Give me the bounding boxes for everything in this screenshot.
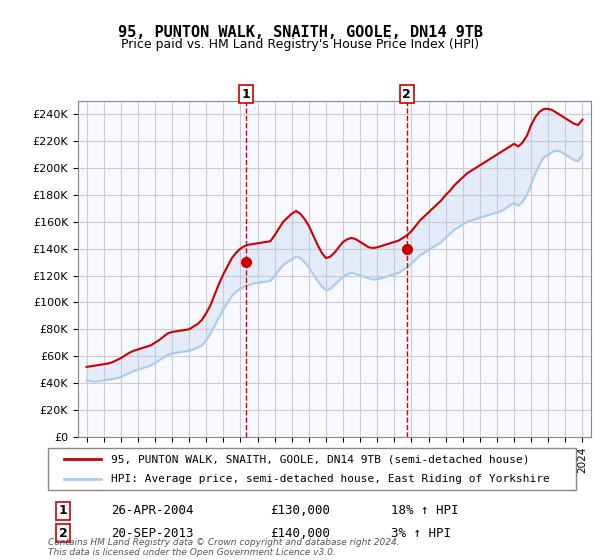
Text: 26-APR-2004: 26-APR-2004 <box>112 504 194 517</box>
Text: £130,000: £130,000 <box>270 504 330 517</box>
Text: 2: 2 <box>402 88 411 101</box>
Text: Contains HM Land Registry data © Crown copyright and database right 2024.
This d: Contains HM Land Registry data © Crown c… <box>48 538 400 557</box>
Text: £140,000: £140,000 <box>270 526 330 540</box>
Text: 3% ↑ HPI: 3% ↑ HPI <box>391 526 451 540</box>
Text: 1: 1 <box>59 504 67 517</box>
Text: 95, PUNTON WALK, SNAITH, GOOLE, DN14 9TB (semi-detached house): 95, PUNTON WALK, SNAITH, GOOLE, DN14 9TB… <box>112 454 530 464</box>
Text: 18% ↑ HPI: 18% ↑ HPI <box>391 504 459 517</box>
Text: HPI: Average price, semi-detached house, East Riding of Yorkshire: HPI: Average price, semi-detached house,… <box>112 474 550 484</box>
Text: 95, PUNTON WALK, SNAITH, GOOLE, DN14 9TB: 95, PUNTON WALK, SNAITH, GOOLE, DN14 9TB <box>118 25 482 40</box>
Text: Price paid vs. HM Land Registry's House Price Index (HPI): Price paid vs. HM Land Registry's House … <box>121 38 479 51</box>
Text: 2: 2 <box>59 526 67 540</box>
Text: 1: 1 <box>242 88 250 101</box>
Text: 20-SEP-2013: 20-SEP-2013 <box>112 526 194 540</box>
FancyBboxPatch shape <box>48 448 576 490</box>
